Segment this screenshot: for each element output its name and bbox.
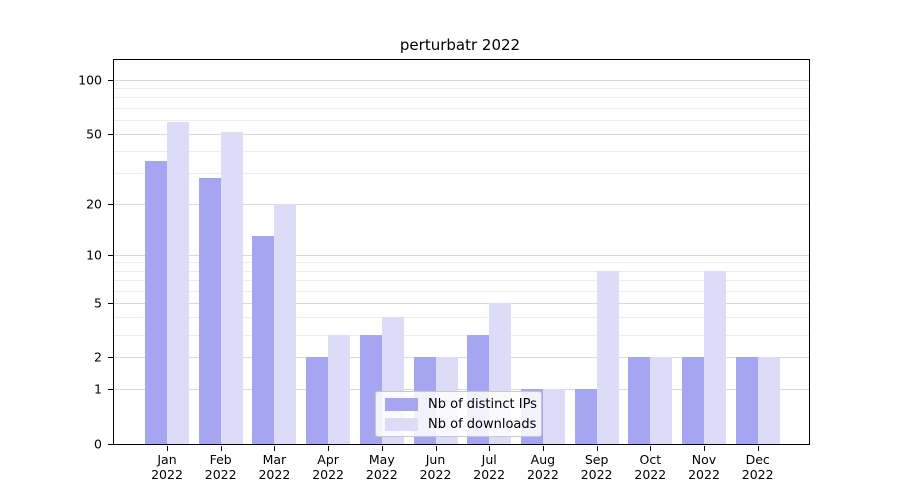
major-gridline: [114, 357, 809, 359]
legend: Nb of distinct IPs Nb of downloads: [375, 391, 542, 437]
minor-gridline: [114, 151, 809, 153]
x-axis-tick: [220, 446, 222, 451]
bar-dec-downloads: [757, 357, 780, 444]
legend-swatch-downloads: [385, 417, 418, 431]
minor-gridline: [114, 334, 809, 336]
major-gridline: [114, 80, 809, 81]
plot-area: 100 50 20 10 5 2 1 0 Jan 2022 Feb 2022 Mar 2022 Apr 202…: [78, 59, 810, 482]
x-axis-tick: [489, 446, 491, 451]
y-axis-tick: [108, 254, 113, 256]
x-axis-tick: [435, 446, 437, 451]
bar-oct-downloads: [650, 357, 673, 444]
bar-feb-ips: [198, 178, 221, 444]
x-axis-label: Jun 2022: [419, 452, 452, 482]
x-axis-label: Mar 2022: [258, 452, 291, 482]
y-axis-label: 50: [86, 126, 102, 142]
legend-label-downloads: Nb of downloads: [428, 416, 537, 432]
minor-gridline: [114, 270, 809, 272]
y-axis-tick: [108, 357, 113, 359]
y-axis-label: 10: [86, 247, 102, 263]
legend-label-distinct-ips: Nb of distinct IPs: [428, 396, 537, 412]
major-gridline: [114, 203, 809, 205]
y-axis-label: 2: [94, 349, 102, 365]
minor-gridline: [114, 97, 809, 99]
x-axis-label: Dec 2022: [741, 452, 774, 482]
bar-mar-ips: [252, 235, 275, 444]
minor-gridline: [114, 262, 809, 264]
major-gridline: [114, 302, 809, 304]
bar-apr-ips: [306, 357, 329, 444]
bar-dec-ips: [735, 357, 758, 444]
x-axis-tick: [381, 446, 383, 451]
x-axis-tick: [650, 446, 652, 451]
minor-gridline: [114, 119, 809, 121]
chart-title: perturbatr 2022: [399, 36, 521, 54]
x-axis-label: Apr 2022: [312, 452, 344, 482]
y-axis-tick: [108, 389, 113, 391]
x-axis-tick: [704, 446, 705, 451]
legend-item-downloads: Nb of downloads: [376, 416, 541, 432]
minor-gridline: [114, 173, 809, 175]
bar-aug-downloads: [542, 389, 565, 444]
major-gridline: [114, 133, 809, 135]
y-axis-label: 0: [94, 436, 102, 452]
bar-mar-downloads: [274, 203, 297, 444]
minor-gridline: [114, 107, 809, 109]
y-axis-tick: [108, 133, 113, 135]
x-axis-label: Sep 2022: [580, 452, 613, 482]
bar-oct-ips: [628, 357, 651, 444]
y-axis-label: 20: [86, 196, 102, 212]
y-axis-tick: [108, 80, 113, 81]
minor-gridline: [114, 88, 809, 90]
legend-swatch-distinct-ips: [385, 397, 418, 411]
x-axis-tick: [328, 446, 330, 451]
bar-jan-downloads: [167, 122, 189, 444]
major-gridline: [114, 389, 809, 391]
x-axis-label: May 2022: [365, 452, 398, 482]
x-axis-tick: [542, 446, 544, 451]
bar-nov-downloads: [704, 270, 726, 444]
x-axis-label: Jan 2022: [151, 452, 183, 482]
x-axis-tick: [596, 446, 598, 451]
x-axis-label: Jul 2022: [473, 452, 506, 482]
bar-sep-ips: [574, 389, 597, 444]
bar-feb-downloads: [220, 132, 243, 444]
x-axis-label: Feb 2022: [204, 452, 237, 482]
y-axis-label: 5: [94, 295, 102, 311]
x-axis-label: Oct 2022: [634, 452, 667, 482]
major-gridline: [114, 254, 809, 256]
x-axis-tick: [757, 446, 759, 451]
y-axis-tick: [108, 302, 113, 304]
legend-item-distinct-ips: Nb of distinct IPs: [376, 396, 541, 412]
x-axis-label: Aug 2022: [526, 452, 559, 482]
minor-gridline: [114, 290, 809, 292]
y-axis-tick: [108, 203, 113, 205]
x-axis-tick: [167, 446, 168, 451]
bar-jan-ips: [145, 161, 167, 444]
minor-gridline: [114, 279, 809, 281]
bar-sep-downloads: [596, 270, 619, 444]
bar-nov-ips: [682, 357, 704, 444]
minor-gridline: [114, 317, 809, 319]
bar-apr-downloads: [328, 334, 351, 444]
y-axis-label: 100: [78, 72, 102, 88]
y-axis-label: 1: [94, 381, 102, 397]
y-axis-tick: [108, 444, 113, 445]
x-axis-label: Nov 2022: [688, 452, 720, 482]
x-axis-tick: [274, 446, 276, 451]
